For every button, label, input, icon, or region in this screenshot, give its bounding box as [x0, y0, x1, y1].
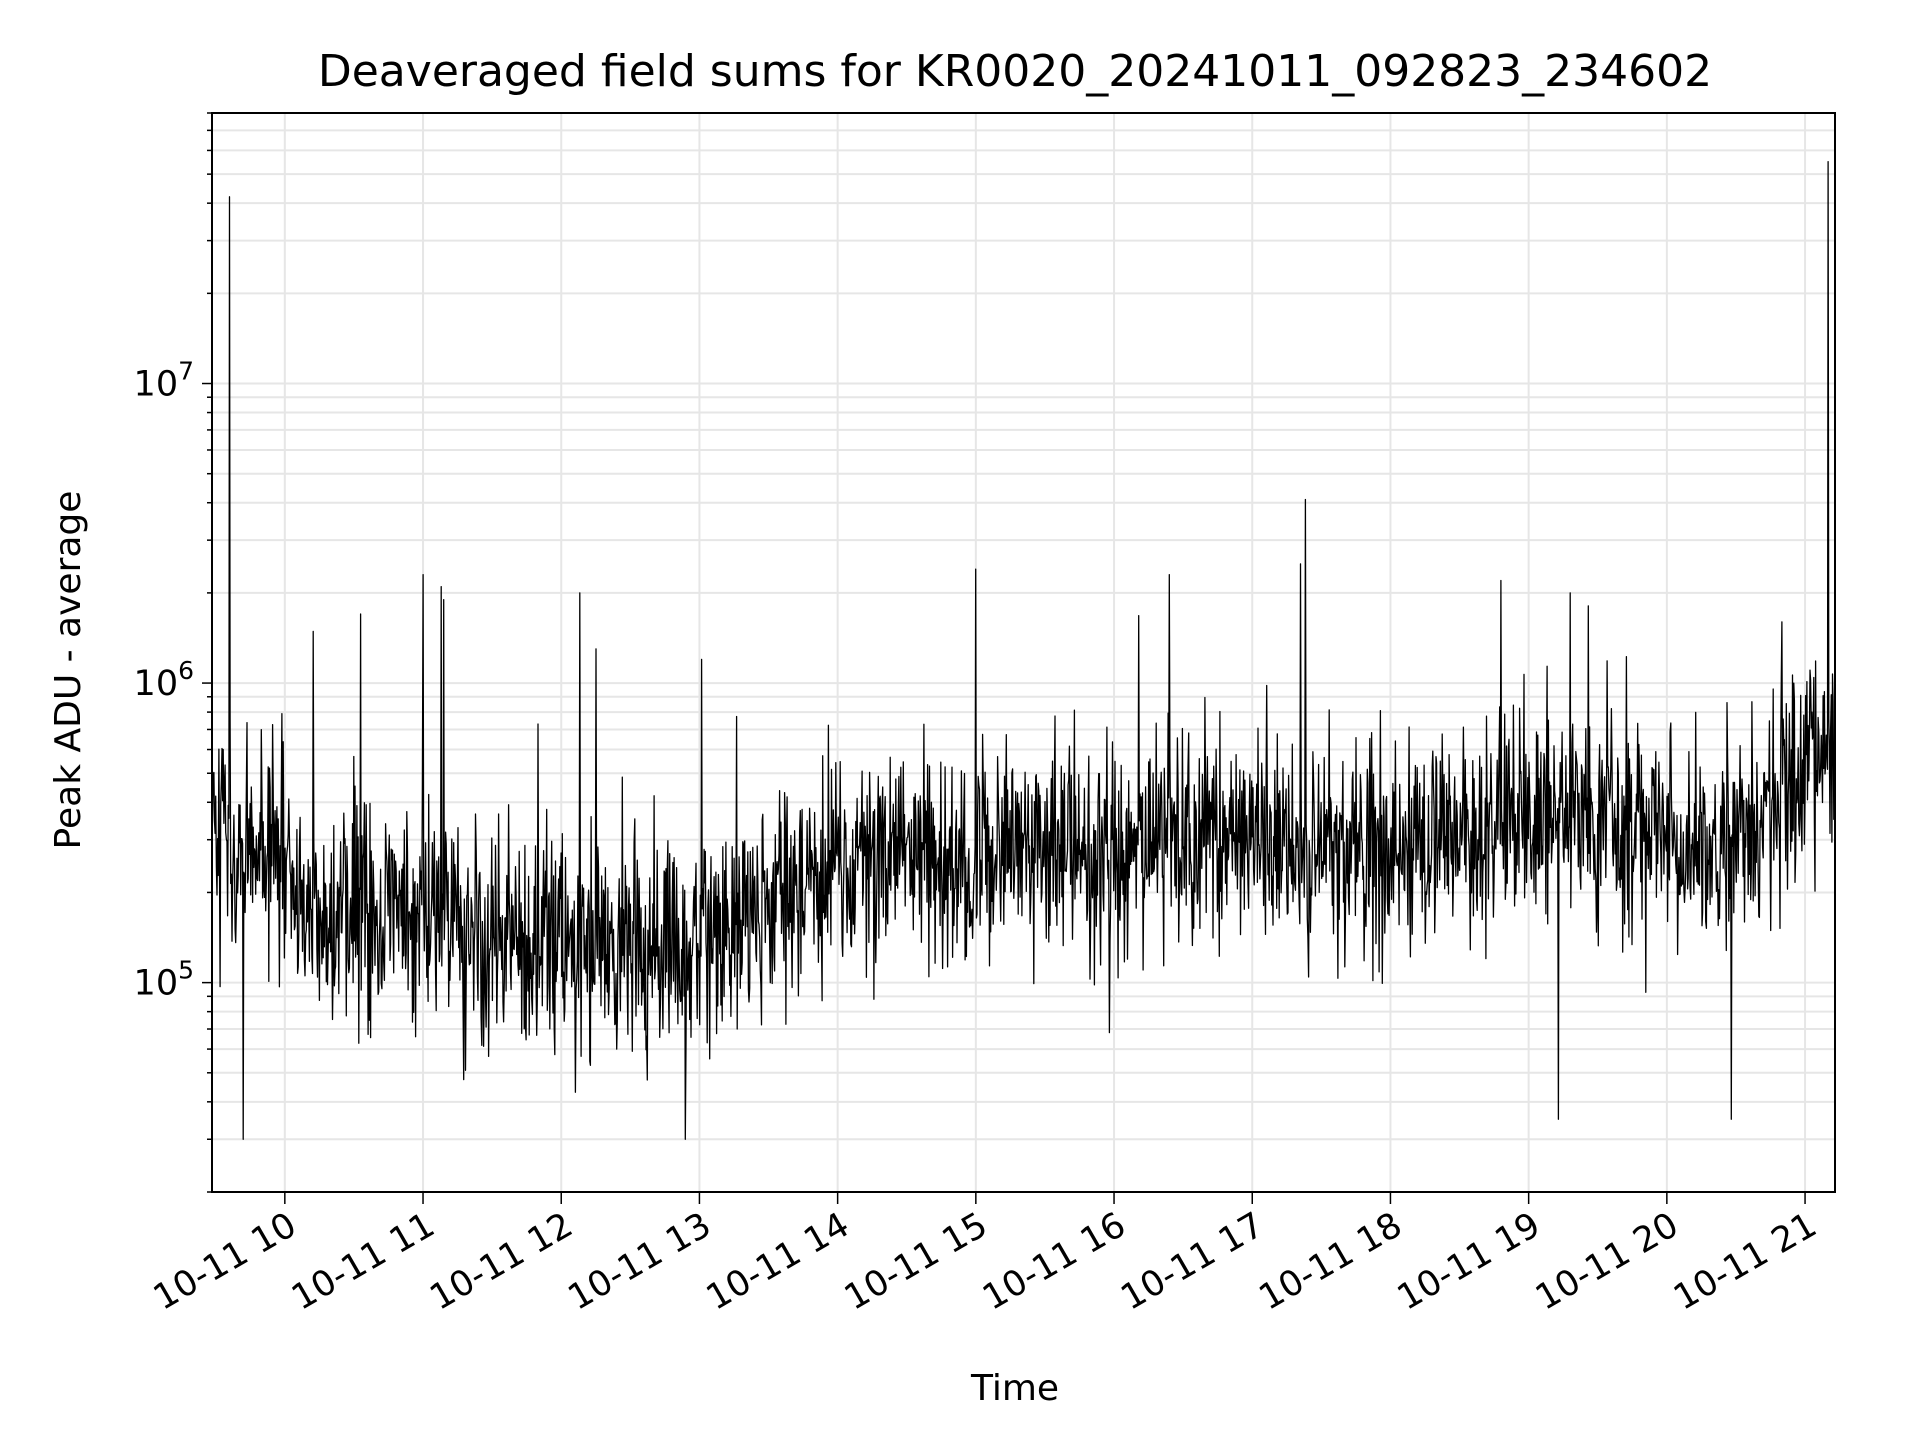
series-line [211, 161, 1836, 1140]
x-axis-label: Time [970, 1368, 1059, 1409]
y-tick-label: 105 [134, 956, 194, 1004]
y-axis-label: Peak ADU - average [48, 491, 89, 850]
grid [212, 112, 1835, 1193]
plot-frame [211, 112, 1836, 1193]
chart-title: Deaveraged field sums for KR0020_2024101… [318, 46, 1712, 97]
y-tick-label: 107 [134, 357, 194, 405]
y-axis: 105 106 107 [134, 112, 212, 1193]
y-tick-label: 106 [134, 656, 194, 704]
plot-area [211, 161, 1836, 1140]
